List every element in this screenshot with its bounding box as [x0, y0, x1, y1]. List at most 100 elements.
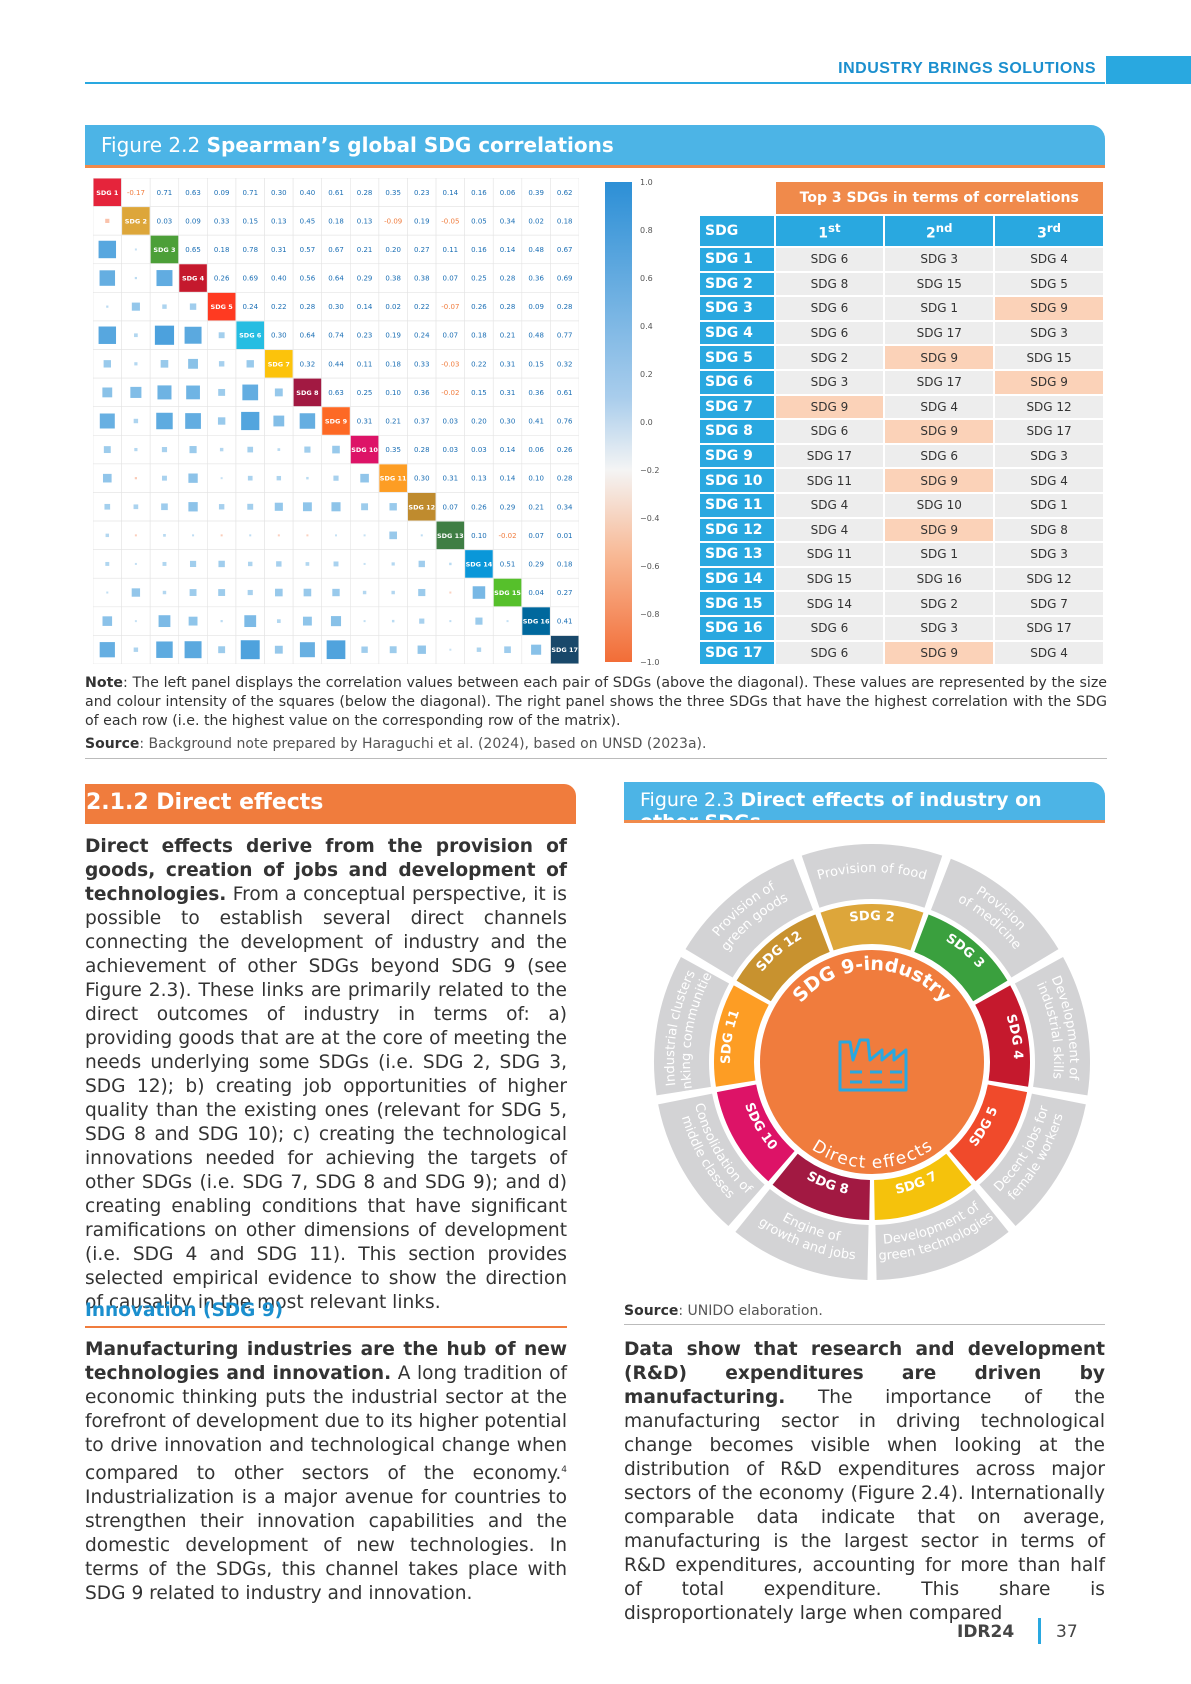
top3-cell: SDG 12 [995, 568, 1103, 591]
footer-report-name: IDR24 [957, 1622, 1014, 1642]
matrix-cell: 0.57 [293, 235, 322, 264]
matrix-value-label: 0.05 [471, 217, 487, 225]
top3-cell: SDG 1 [885, 543, 993, 566]
matrix-square [364, 534, 366, 536]
matrix-cell: 0.26 [465, 492, 494, 521]
matrix-square [389, 532, 397, 540]
matrix-cell [150, 435, 179, 464]
matrix-value-label: 0.22 [414, 303, 430, 311]
matrix-cell [322, 550, 351, 579]
top3-row-sdg: SDG 2 [700, 273, 774, 296]
matrix-value-label: 0.14 [500, 446, 516, 454]
matrix-cell [122, 292, 151, 321]
matrix-cell [207, 435, 236, 464]
matrix-cell: 0.13 [350, 207, 379, 236]
top3-row-sdg: SDG 15 [700, 592, 774, 615]
matrix-square [333, 476, 338, 481]
top3-row: SDG 15 SDG 14 SDG 2 SDG 7 [700, 592, 1103, 615]
matrix-cell [179, 292, 208, 321]
matrix-value-label: 0.64 [300, 332, 316, 340]
matrix-cell [236, 578, 265, 607]
outer-segment: Provision of food [802, 844, 943, 908]
matrix-value-label: 0.69 [242, 275, 258, 283]
top3-cell: SDG 8 [776, 273, 884, 296]
matrix-square [134, 647, 138, 651]
matrix-cell: 0.28 [293, 292, 322, 321]
matrix-square [218, 646, 225, 653]
matrix-cell: -0.07 [436, 292, 465, 321]
matrix-square [135, 248, 137, 250]
top3-cell: SDG 3 [995, 445, 1103, 468]
matrix-cell [407, 578, 436, 607]
matrix-cell: 0.23 [350, 321, 379, 350]
top3-row: SDG 10 SDG 11 SDG 9 SDG 4 [700, 469, 1103, 492]
matrix-cell: 0.20 [465, 407, 494, 436]
top3-cell: SDG 16 [885, 568, 993, 591]
matrix-cell [350, 635, 379, 664]
matrix-value-label: 0.48 [528, 332, 544, 340]
matrix-cell: 0.29 [522, 550, 551, 579]
matrix-cell: 0.13 [265, 207, 294, 236]
top3-row: SDG 14 SDG 15 SDG 16 SDG 12 [700, 568, 1103, 591]
matrix-cell: 0.61 [322, 178, 351, 207]
matrix-cell: 0.14 [493, 235, 522, 264]
matrix-cell [207, 492, 236, 521]
top3-table: Top 3 SDGs in terms of correlations SDG … [698, 180, 1105, 666]
top3-row-sdg: SDG 1 [700, 248, 774, 271]
matrix-cell: 0.48 [522, 321, 551, 350]
matrix-square [100, 642, 115, 657]
matrix-cell [93, 464, 122, 493]
figure-2-3-bottom-rule [624, 1324, 1105, 1325]
matrix-square [304, 447, 310, 453]
matrix-value-label: 0.21 [357, 246, 373, 254]
top3-cell: SDG 4 [995, 248, 1103, 271]
matrix-square [360, 474, 369, 483]
matrix-cell [179, 607, 208, 636]
matrix-cell: 0.44 [322, 350, 351, 379]
matrix-cell: 0.14 [493, 435, 522, 464]
matrix-cell [122, 264, 151, 293]
matrix-square [221, 620, 223, 622]
matrix-cell: 0.48 [522, 235, 551, 264]
matrix-square [135, 620, 137, 622]
matrix-value-label: 0.36 [528, 389, 544, 397]
matrix-square [106, 534, 109, 537]
matrix-cell [293, 464, 322, 493]
matrix-square [190, 589, 197, 596]
matrix-square [390, 646, 397, 653]
matrix-square [275, 388, 283, 396]
top3-cell: SDG 4 [885, 396, 993, 419]
matrix-square [218, 417, 225, 424]
matrix-square [249, 534, 251, 536]
matrix-cell [150, 464, 179, 493]
matrix-value-label: -0.02 [441, 389, 459, 397]
matrix-cell [293, 435, 322, 464]
matrix-square [248, 590, 253, 595]
matrix-square [477, 647, 481, 651]
top3-col-1: 1st [776, 216, 884, 246]
matrix-square [275, 646, 283, 654]
matrix-cell [465, 578, 494, 607]
matrix-cell: 0.27 [550, 578, 579, 607]
top3-cell: SDG 9 [995, 297, 1103, 320]
matrix-value-label: 0.22 [271, 303, 287, 311]
matrix-cell [150, 607, 179, 636]
matrix-cell [207, 550, 236, 579]
matrix-cell: 0.27 [407, 235, 436, 264]
matrix-value-label: -0.09 [384, 217, 402, 225]
matrix-cell: 0.11 [436, 235, 465, 264]
colorbar-tick-label: 1.0 [640, 178, 653, 187]
matrix-square [163, 562, 167, 566]
matrix-cell: 0.36 [522, 378, 551, 407]
matrix-square [335, 534, 337, 536]
matrix-cell: 0.03 [150, 207, 179, 236]
matrix-cell: -0.02 [493, 521, 522, 550]
matrix-value-label: 0.41 [528, 418, 544, 426]
matrix-value-label: -0.05 [441, 217, 459, 225]
matrix-square [449, 592, 451, 594]
matrix-cell: 0.07 [436, 321, 465, 350]
matrix-square [275, 503, 283, 511]
matrix-square [104, 446, 111, 453]
matrix-cell [179, 464, 208, 493]
matrix-value-label: 0.31 [271, 246, 287, 254]
